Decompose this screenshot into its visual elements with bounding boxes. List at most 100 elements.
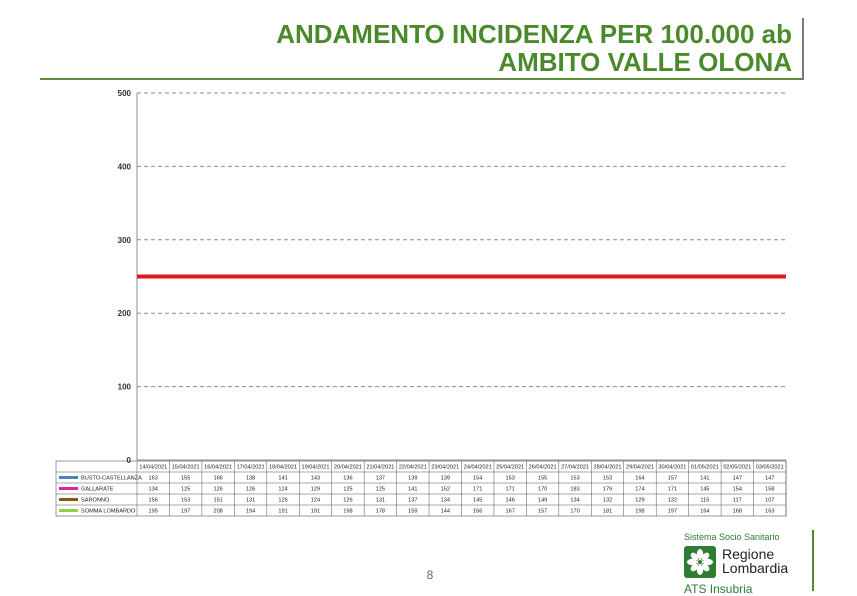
data-table-value: 153 [603, 476, 612, 482]
data-table-value: 157 [538, 509, 547, 515]
data-table-value: 151 [213, 498, 222, 504]
brand-region-line2: Lombardia [722, 560, 789, 576]
data-table-value: 107 [765, 498, 774, 504]
data-table-value: 125 [181, 487, 190, 493]
x-tick-label: 22/04/2021 [399, 465, 427, 471]
legend-label: SOMMA LOMBARDO [81, 509, 136, 515]
x-tick-label: 21/04/2021 [366, 465, 394, 471]
data-table-value: 159 [408, 509, 417, 515]
data-table-value: 155 [538, 476, 547, 482]
legend-label: BUSTO-CASTELLANZA [81, 476, 142, 482]
data-table-value: 143 [311, 476, 320, 482]
data-table-value: 125 [343, 487, 352, 493]
data-table-value: 147 [765, 476, 774, 482]
x-tick-label: 29/04/2021 [626, 465, 654, 471]
legend-label: SARONNO [81, 498, 110, 504]
data-table-value: 126 [213, 487, 222, 493]
data-table-value: 139 [441, 476, 450, 482]
data-table-value: 170 [538, 487, 547, 493]
data-table-value: 208 [213, 509, 222, 515]
data-table-value: 178 [376, 509, 385, 515]
data-table-value: 129 [635, 498, 644, 504]
data-table-value: 171 [473, 487, 482, 493]
data-table-value: 134 [441, 498, 450, 504]
legend-label: GALLARATE [81, 487, 114, 493]
data-table-value: 198 [635, 509, 644, 515]
data-table-value: 153 [181, 498, 190, 504]
title-block: ANDAMENTO INCIDENZA PER 100.000 ab AMBIT… [40, 18, 804, 80]
data-table-value: 141 [408, 487, 417, 493]
data-table-value: 191 [311, 509, 320, 515]
data-table-value: 168 [733, 509, 742, 515]
data-table-value: 137 [408, 498, 417, 504]
data-table-value: 124 [311, 498, 320, 504]
data-table-value: 132 [603, 498, 612, 504]
x-tick-label: 15/04/2021 [172, 465, 200, 471]
data-table-value: 154 [733, 487, 742, 493]
data-table-value: 197 [181, 509, 190, 515]
data-table-value: 129 [311, 487, 320, 493]
x-tick-label: 28/04/2021 [594, 465, 622, 471]
brand-region-line1: Regione [722, 546, 775, 562]
data-table-value: 166 [213, 476, 222, 482]
data-table-value: 195 [149, 509, 158, 515]
brand-logo-block: Sistema Socio Sanitario Regione Lombardi… [682, 530, 814, 596]
data-table-value: 171 [668, 487, 677, 493]
data-table-value: 125 [376, 487, 385, 493]
page-title: ANDAMENTO INCIDENZA PER 100.000 ab [276, 19, 792, 49]
data-table-value: 132 [668, 498, 677, 504]
x-tick-label: 18/04/2021 [269, 465, 297, 471]
data-table-value: 124 [278, 487, 287, 493]
x-tick-label: 27/04/2021 [561, 465, 589, 471]
x-tick-label: 01/05/2021 [691, 465, 719, 471]
data-table-value: 197 [668, 509, 677, 515]
data-table-value: 131 [246, 498, 255, 504]
data-table-value: 157 [668, 476, 677, 482]
brand-system-label: Sistema Socio Sanitario [684, 532, 780, 542]
x-tick-label: 02/05/2021 [723, 465, 751, 471]
data-table-value: 134 [149, 487, 158, 493]
x-tick-label: 14/04/2021 [139, 465, 167, 471]
x-tick-label: 17/04/2021 [237, 465, 265, 471]
data-table-value: 141 [700, 476, 709, 482]
data-table-value: 171 [506, 487, 515, 493]
data-table-value: 134 [570, 498, 579, 504]
data-table-value: 146 [506, 498, 515, 504]
data-table-value: 191 [278, 509, 287, 515]
data-table-value: 164 [700, 509, 709, 515]
data-table-value: 152 [441, 487, 450, 493]
data-table-value: 167 [506, 509, 515, 515]
data-table-value: 166 [473, 509, 482, 515]
data-table-value: 141 [278, 476, 287, 482]
y-tick-label: 0 [127, 456, 132, 465]
data-table-value: 117 [733, 498, 742, 504]
data-table-value: 137 [376, 476, 385, 482]
data-table-value: 153 [506, 476, 515, 482]
y-tick-label: 400 [118, 162, 132, 171]
data-table-value: 145 [473, 498, 482, 504]
data-table-value: 126 [278, 498, 287, 504]
x-tick-label: 03/05/2021 [756, 465, 784, 471]
data-table-value: 164 [635, 476, 644, 482]
data-table-value: 183 [570, 487, 579, 493]
x-tick-label: 20/04/2021 [334, 465, 362, 471]
x-tick-label: 19/04/2021 [301, 465, 329, 471]
regione-lombardia-logo-icon [684, 546, 716, 578]
y-tick-label: 200 [118, 309, 132, 318]
page-number: 8 [426, 568, 434, 582]
data-table-value: 126 [246, 487, 255, 493]
data-table-value: 149 [538, 498, 547, 504]
data-table-value: 131 [376, 498, 385, 504]
data-table-value: 174 [635, 487, 644, 493]
data-table-value: 155 [181, 476, 190, 482]
x-tick-label: 30/04/2021 [658, 465, 686, 471]
data-table-value: 156 [149, 498, 158, 504]
x-tick-label: 16/04/2021 [204, 465, 232, 471]
data-table-value: 136 [343, 476, 352, 482]
x-tick-label: 26/04/2021 [529, 465, 557, 471]
brand-ats-label: ATS Insubria [684, 582, 753, 596]
brand-region-name: Regione Lombardia [722, 547, 788, 575]
data-table-value: 115 [700, 498, 709, 504]
data-table-value: 163 [765, 509, 774, 515]
data-table-value: 138 [246, 476, 255, 482]
